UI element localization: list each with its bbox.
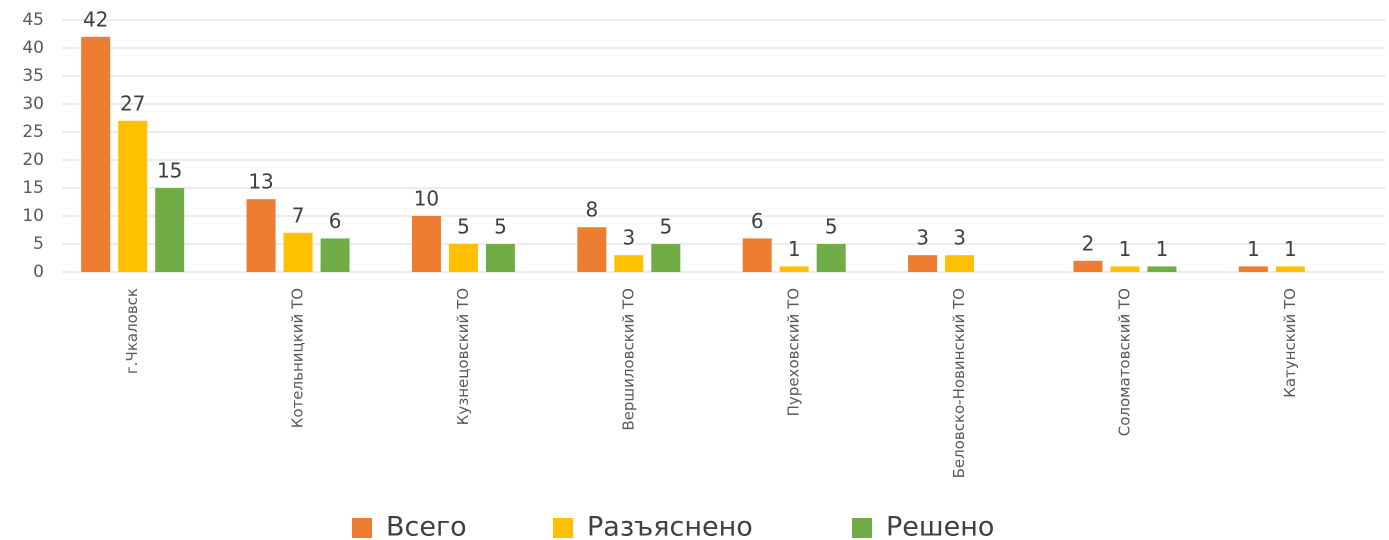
bar (908, 255, 938, 272)
x-tick-label: Соломатовский ТО (1115, 288, 1133, 436)
y-tick-label: 35 (22, 66, 44, 86)
bar (283, 232, 313, 272)
bar (779, 266, 809, 272)
y-tick-label: 0 (33, 262, 44, 282)
value-label: 7 (292, 203, 305, 227)
value-label: 3 (622, 226, 635, 250)
x-tick-label: Котельницкий ТО (289, 288, 307, 428)
legend-swatch (852, 518, 872, 538)
bar (155, 188, 185, 272)
bar (816, 244, 846, 272)
value-label: 3 (953, 226, 966, 250)
bar (1275, 266, 1305, 272)
bar (81, 36, 111, 272)
value-label: 13 (248, 170, 273, 194)
y-tick-label: 15 (22, 178, 44, 198)
bar (1238, 266, 1268, 272)
x-tick-label: Кузнецовский ТО (454, 288, 472, 425)
legend-swatch (352, 518, 372, 538)
value-label: 27 (120, 91, 145, 115)
value-label: 1 (1156, 237, 1169, 261)
value-label: 5 (494, 215, 507, 239)
value-label: 6 (751, 209, 764, 233)
y-tick-label: 5 (33, 234, 44, 254)
y-tick-label: 10 (22, 206, 44, 226)
x-tick-label: Катунский ТО (1281, 288, 1299, 398)
value-label: 10 (414, 187, 439, 211)
value-label: 8 (585, 198, 598, 222)
bar (320, 238, 350, 272)
legend-label: Разъяснено (587, 512, 753, 540)
value-label: 5 (825, 215, 838, 239)
legend-swatch (553, 518, 573, 538)
value-label: 2 (1082, 231, 1095, 255)
bar (411, 216, 441, 272)
legend-label: Решено (886, 512, 994, 540)
value-label: 5 (457, 215, 470, 239)
bar (1110, 266, 1140, 272)
bar (1147, 266, 1177, 272)
bar (614, 255, 644, 272)
y-tick-label: 45 (22, 10, 44, 30)
x-tick-label: г.Чкаловск (123, 288, 141, 374)
value-label: 1 (1284, 237, 1297, 261)
value-label: 1 (1247, 237, 1260, 261)
x-tick-label: Беловско-Новинский ТО (950, 288, 968, 478)
value-label: 3 (916, 226, 929, 250)
value-label: 1 (788, 237, 801, 261)
bar (945, 255, 975, 272)
y-tick-label: 30 (22, 94, 44, 114)
bar (246, 199, 276, 272)
y-tick-label: 25 (22, 122, 44, 142)
x-tick-label: Пуреховский ТО (785, 288, 803, 416)
value-label: 15 (157, 159, 182, 183)
bar (1073, 260, 1103, 272)
value-label: 5 (659, 215, 672, 239)
legend-label: Всего (386, 512, 467, 540)
value-label: 6 (329, 209, 342, 233)
bar (118, 120, 148, 272)
bar (651, 244, 681, 272)
value-label: 42 (83, 7, 108, 31)
x-tick-label: Вершиловский ТО (619, 288, 637, 431)
bar (485, 244, 515, 272)
value-label: 1 (1119, 237, 1132, 261)
bar (742, 238, 772, 272)
y-tick-label: 20 (22, 150, 44, 170)
y-tick-label: 40 (22, 38, 44, 58)
bar (577, 227, 607, 272)
bar (448, 244, 478, 272)
